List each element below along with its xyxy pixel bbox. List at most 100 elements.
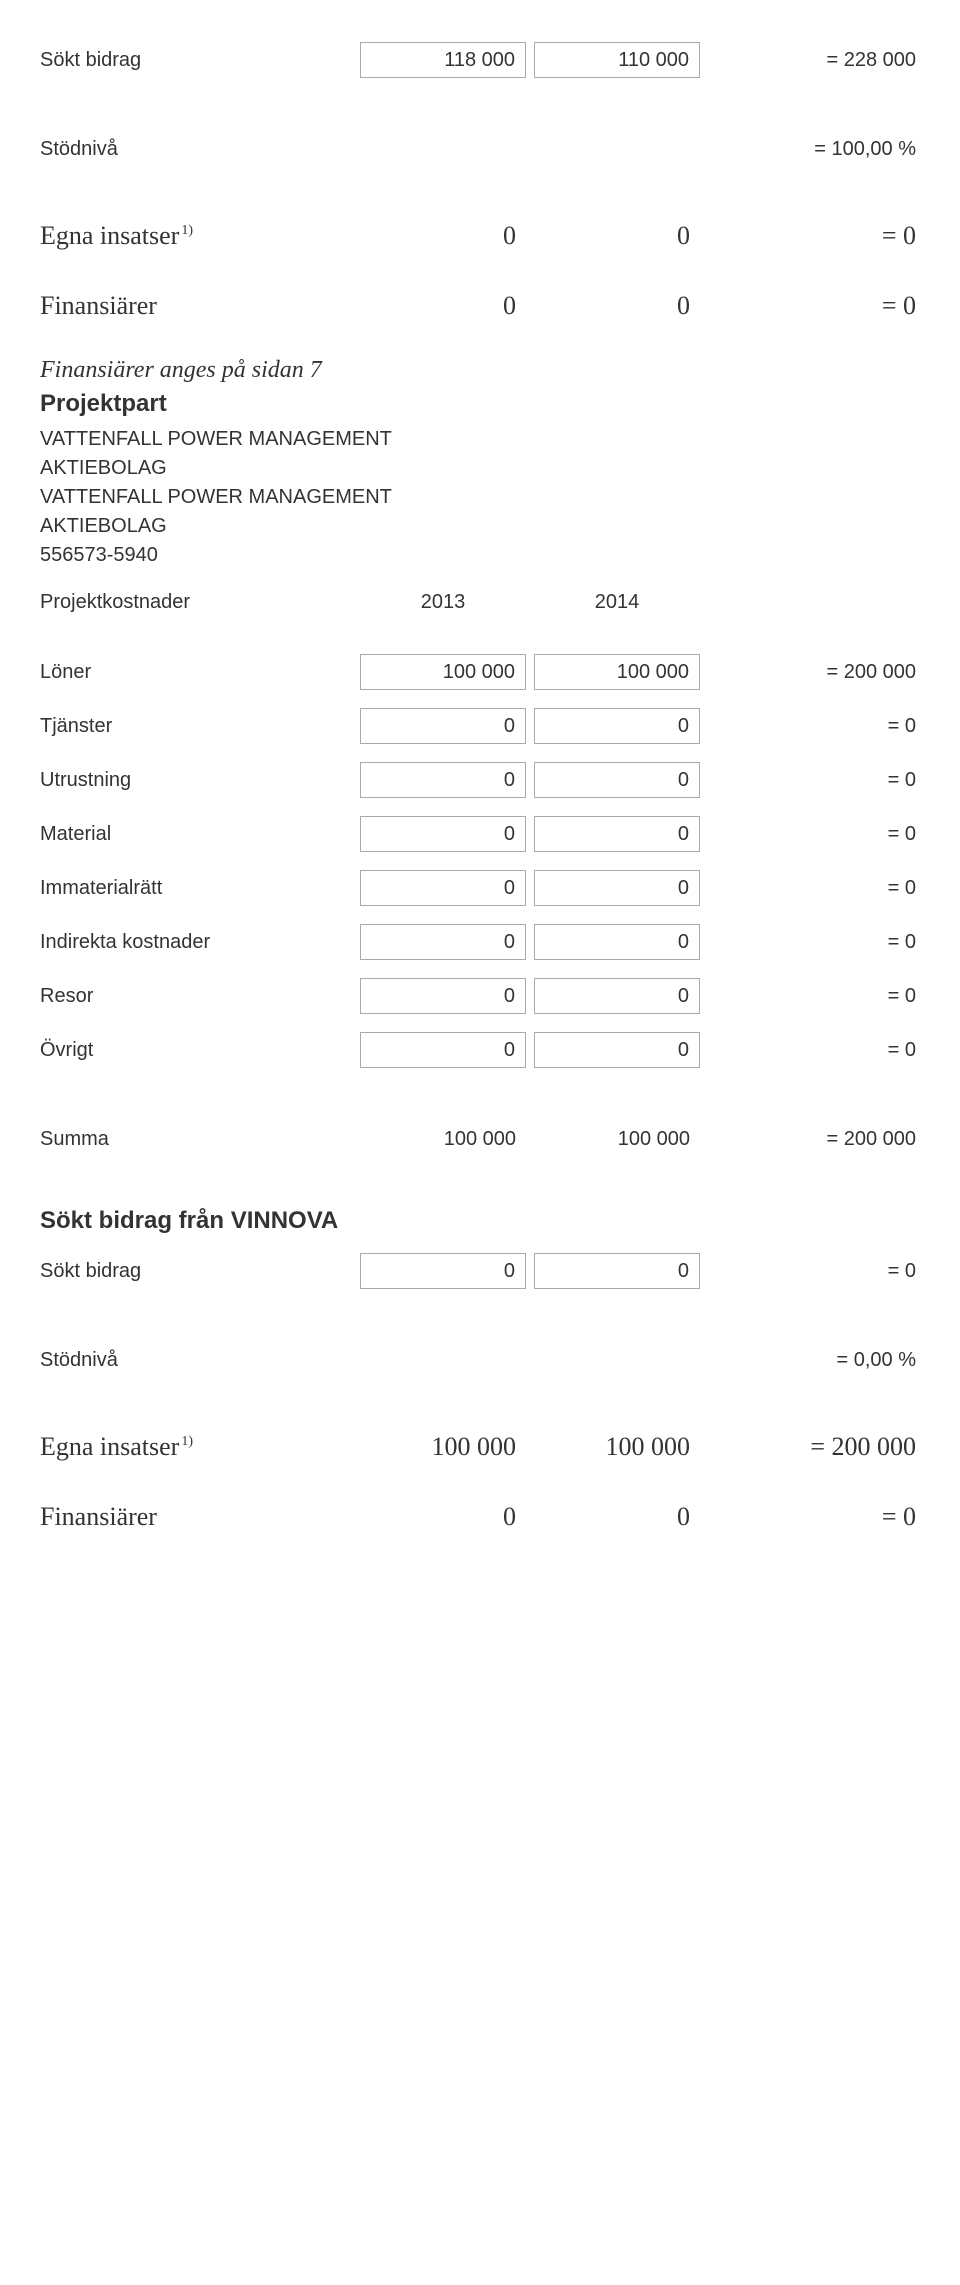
fin2-sum: = 0	[700, 1502, 916, 1532]
input-material-c2[interactable]: 0	[534, 816, 700, 852]
cells-resor: 0 0	[360, 978, 700, 1014]
fin2-c2: 0	[534, 1502, 700, 1532]
label-summa: Summa	[40, 1128, 360, 1151]
fin1-sum: = 0	[700, 291, 916, 321]
sum-indir: = 0	[700, 931, 916, 954]
label-sokt-bidrag: Sökt bidrag	[40, 49, 360, 72]
fin2-c1: 0	[360, 1502, 526, 1532]
label-egna-1: Egna insatser1)	[40, 221, 360, 251]
label-egna-2-sup: 1)	[181, 1434, 193, 1449]
sum-vinnova: = 0	[700, 1260, 916, 1283]
input-resor-c2[interactable]: 0	[534, 978, 700, 1014]
row-resor: Resor 0 0 = 0	[40, 978, 920, 1014]
input-indir-c1[interactable]: 0	[360, 924, 526, 960]
sum-material: = 0	[700, 823, 916, 846]
fin1-c1: 0	[360, 291, 526, 321]
row-tjanster: Tjänster 0 0 = 0	[40, 708, 920, 744]
row-egna-1: Egna insatser1) 0 0 = 0	[40, 221, 920, 251]
input-sokt-bidrag-c2[interactable]: 110 000	[534, 42, 700, 78]
input-ovrigt-c2[interactable]: 0	[534, 1032, 700, 1068]
label-projektkostnader: Projektkostnader	[40, 591, 360, 614]
row-stodniva-2: Stödnivå = 0,00 %	[40, 1349, 920, 1372]
row-summa: Summa 100 000 100 000 = 200 000	[40, 1128, 920, 1151]
input-utrustning-c2[interactable]: 0	[534, 762, 700, 798]
label-finansiarer-1: Finansiärer	[40, 291, 360, 321]
label-egna-1-main: Egna insatser	[40, 221, 179, 250]
sum-utrustning: = 0	[700, 769, 916, 792]
input-utrustning-c1[interactable]: 0	[360, 762, 526, 798]
label-immat: Immaterialrätt	[40, 877, 360, 900]
row-sokt-bidrag-top: Sökt bidrag 118 000 110 000 = 228 000	[40, 42, 920, 78]
input-loner-c1[interactable]: 100 000	[360, 654, 526, 690]
label-egna-2: Egna insatser1)	[40, 1432, 360, 1462]
input-tjanster-c2[interactable]: 0	[534, 708, 700, 744]
heading-projektpart: Projektpart	[40, 390, 920, 418]
label-loner: Löner	[40, 661, 360, 684]
row-stodniva-1: Stödnivå = 100,00 %	[40, 138, 920, 161]
summa-sum: = 200 000	[700, 1128, 916, 1151]
cells-finansiarer-1: 0 0	[360, 291, 700, 321]
label-finansiarer-2: Finansiärer	[40, 1502, 360, 1532]
pp-line4: AKTIEBOLAG	[40, 515, 920, 538]
label-material: Material	[40, 823, 360, 846]
pp-orgnr: 556573-5940	[40, 544, 920, 567]
sum-ovrigt: = 0	[700, 1039, 916, 1062]
row-vinnova-sokt: Sökt bidrag 0 0 = 0	[40, 1253, 920, 1289]
row-finansiarer-1: Finansiärer 0 0 = 0	[40, 291, 920, 321]
egna2-c2: 100 000	[534, 1432, 700, 1462]
input-material-c1[interactable]: 0	[360, 816, 526, 852]
input-ovrigt-c1[interactable]: 0	[360, 1032, 526, 1068]
row-immat: Immaterialrätt 0 0 = 0	[40, 870, 920, 906]
sum-immat: = 0	[700, 877, 916, 900]
label-ovrigt: Övrigt	[40, 1039, 360, 1062]
input-indir-c2[interactable]: 0	[534, 924, 700, 960]
label-vinnova-sokt: Sökt bidrag	[40, 1260, 360, 1283]
summa-c2: 100 000	[534, 1128, 700, 1151]
input-tjanster-c1[interactable]: 0	[360, 708, 526, 744]
sum-sokt-bidrag: = 228 000	[700, 49, 916, 72]
col-year-2: 2014	[534, 591, 700, 614]
cells-egna-2: 100 000 100 000	[360, 1432, 700, 1462]
label-tjanster: Tjänster	[40, 715, 360, 738]
cells-egna-1: 0 0	[360, 221, 700, 251]
label-egna-2-main: Egna insatser	[40, 1432, 179, 1461]
label-resor: Resor	[40, 985, 360, 1008]
row-utrustning: Utrustning 0 0 = 0	[40, 762, 920, 798]
fin1-c2: 0	[534, 291, 700, 321]
summa-c1: 100 000	[360, 1128, 526, 1151]
row-loner: Löner 100 000 100 000 = 200 000	[40, 654, 920, 690]
row-egna-2: Egna insatser1) 100 000 100 000 = 200 00…	[40, 1432, 920, 1462]
label-egna-1-sup: 1)	[181, 223, 193, 238]
label-utrustning: Utrustning	[40, 769, 360, 792]
egna1-c2: 0	[534, 221, 700, 251]
input-sokt-bidrag-c1[interactable]: 118 000	[360, 42, 526, 78]
cells-utrustning: 0 0	[360, 762, 700, 798]
cells-immat: 0 0	[360, 870, 700, 906]
row-ovrigt: Övrigt 0 0 = 0	[40, 1032, 920, 1068]
row-indir: Indirekta kostnader 0 0 = 0	[40, 924, 920, 960]
cells-tjanster: 0 0	[360, 708, 700, 744]
cells-ovrigt: 0 0	[360, 1032, 700, 1068]
input-vinnova-c1[interactable]: 0	[360, 1253, 526, 1289]
pp-line1: VATTENFALL POWER MANAGEMENT	[40, 428, 920, 451]
input-immat-c1[interactable]: 0	[360, 870, 526, 906]
input-immat-c2[interactable]: 0	[534, 870, 700, 906]
pp-line3: VATTENFALL POWER MANAGEMENT	[40, 486, 920, 509]
row-projektkostnader-header: Projektkostnader 2013 2014	[40, 591, 920, 614]
cells-indir: 0 0	[360, 924, 700, 960]
row-finansiarer-2: Finansiärer 0 0 = 0	[40, 1502, 920, 1532]
input-resor-c1[interactable]: 0	[360, 978, 526, 1014]
sum-tjanster: = 0	[700, 715, 916, 738]
egna1-c1: 0	[360, 221, 526, 251]
cells-loner: 100 000 100 000	[360, 654, 700, 690]
cells-vinnova-sokt: 0 0	[360, 1253, 700, 1289]
input-vinnova-c2[interactable]: 0	[534, 1253, 700, 1289]
input-loner-c2[interactable]: 100 000	[534, 654, 700, 690]
sum-loner: = 200 000	[700, 661, 916, 684]
col-year-1: 2013	[360, 591, 526, 614]
cells-finansiarer-2: 0 0	[360, 1502, 700, 1532]
cells-summa: 100 000 100 000	[360, 1128, 700, 1151]
label-stodniva-2: Stödnivå	[40, 1349, 360, 1372]
cells-year-header: 2013 2014	[360, 591, 700, 614]
value-stodniva-2: = 0,00 %	[700, 1349, 916, 1372]
